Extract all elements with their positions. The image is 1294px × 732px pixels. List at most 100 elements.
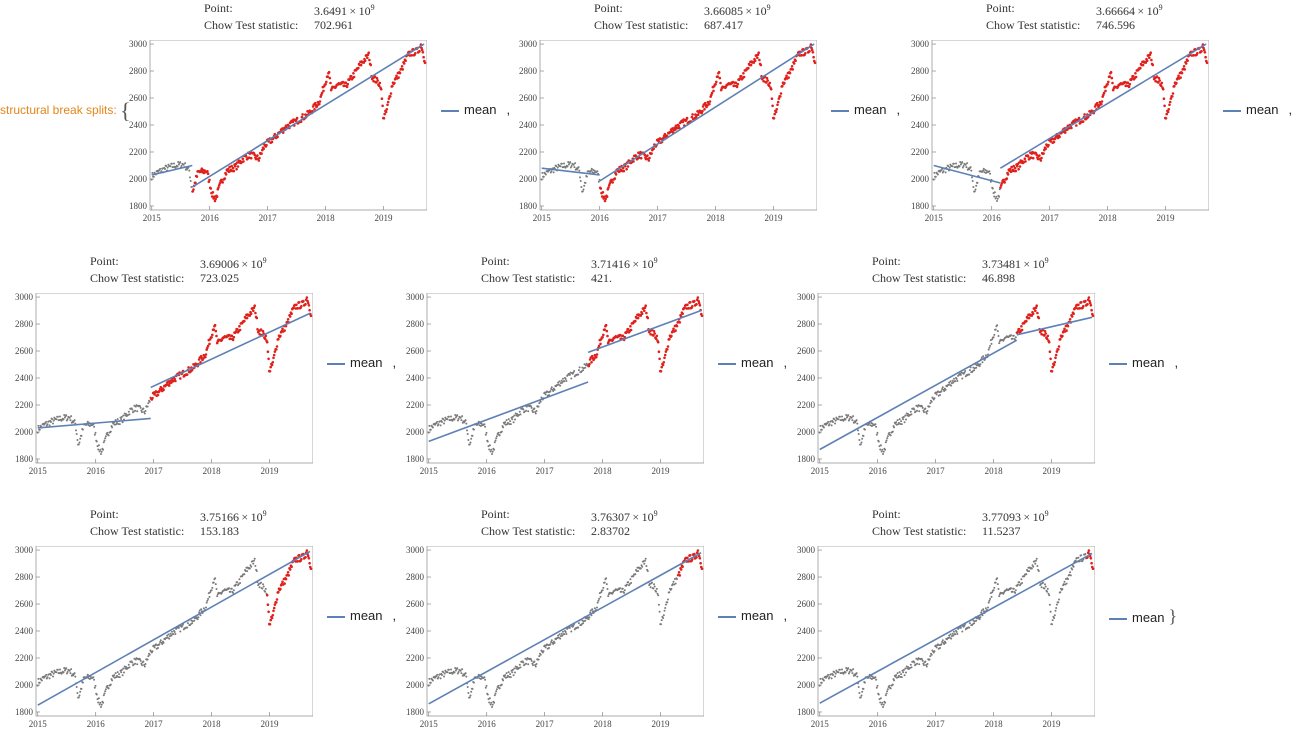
- point-before-break: [439, 677, 442, 680]
- point-after-break: [252, 309, 255, 313]
- point-before-break: [956, 633, 959, 635]
- point-before-break: [848, 671, 851, 673]
- point-after-break: [601, 191, 605, 194]
- point-after-break: [788, 71, 792, 75]
- point-after-break: [1070, 126, 1073, 130]
- point-before-break: [572, 624, 575, 627]
- point-after-break: [765, 76, 769, 80]
- point-before-break: [139, 658, 141, 661]
- point-before-break: [955, 378, 958, 380]
- point-after-break: [1093, 105, 1097, 108]
- point-before-break: [100, 703, 103, 706]
- point-before-break: [534, 665, 537, 668]
- point-before-break: [951, 165, 954, 168]
- point-after-break: [1106, 83, 1109, 86]
- point-after-break: [1166, 110, 1170, 114]
- point-after-break: [389, 95, 392, 98]
- point-after-break: [678, 321, 682, 324]
- point-after-break: [366, 53, 370, 56]
- point-before-break: [577, 369, 580, 372]
- y-tick-label: 2600: [15, 346, 34, 356]
- point-before-break: [830, 424, 833, 427]
- point-after-break: [1079, 301, 1083, 304]
- point-after-break: [1024, 160, 1027, 163]
- point-before-break: [164, 168, 166, 170]
- point-before-break: [889, 687, 892, 690]
- point-after-break: [1057, 348, 1060, 351]
- point-before-break: [55, 418, 58, 421]
- point-after-break: [1031, 312, 1035, 316]
- point-before-break: [431, 679, 434, 682]
- x-tick-label: 2017: [536, 719, 555, 729]
- point-after-break: [643, 306, 647, 309]
- point-before-break: [861, 690, 864, 693]
- point-before-break: [436, 673, 439, 676]
- point-after-break: [683, 306, 686, 309]
- point-before-break: [570, 377, 573, 380]
- point-before-break: [885, 692, 888, 695]
- point-after-break: [662, 361, 666, 364]
- point-before-break: [1049, 610, 1052, 613]
- point-before-break: [109, 430, 112, 433]
- point-before-break: [568, 373, 571, 376]
- point-before-break: [662, 614, 665, 617]
- mean-line-left: [428, 381, 589, 443]
- chow-value: 723.025: [200, 271, 239, 285]
- point-after-break: [418, 50, 421, 53]
- point-exponent: 9: [1044, 509, 1049, 518]
- point-before-break: [632, 575, 635, 578]
- point-after-break: [781, 84, 784, 88]
- point-after-break: [783, 81, 786, 85]
- point-before-break: [962, 165, 965, 167]
- point-after-break: [195, 175, 199, 178]
- point-after-break: [308, 308, 311, 312]
- point-before-break: [454, 414, 457, 416]
- point-before-break: [120, 418, 123, 421]
- point-before-break: [565, 380, 568, 382]
- mean-line-left: [933, 164, 1001, 184]
- point-before-break: [50, 674, 52, 676]
- point-before-break: [1084, 553, 1087, 555]
- point-before-break: [987, 348, 990, 351]
- point-before-break: [159, 167, 162, 170]
- point-before-break: [964, 163, 967, 166]
- point-before-break: [558, 633, 561, 636]
- point-after-break: [607, 186, 610, 189]
- point-before-break: [86, 420, 89, 423]
- point-before-break: [820, 428, 823, 431]
- point-after-break: [681, 120, 685, 124]
- point-after-break: [1164, 117, 1168, 120]
- point-after-break: [275, 598, 279, 601]
- point-after-break: [197, 358, 201, 361]
- point-before-break: [466, 429, 468, 432]
- point-after-break: [999, 186, 1002, 189]
- point-before-break: [898, 671, 901, 674]
- point-before-break: [166, 636, 169, 639]
- point-before-break: [848, 418, 851, 420]
- point-after-break: [1089, 557, 1093, 560]
- point-after-break: [272, 353, 276, 357]
- point-before-break: [109, 683, 112, 686]
- point-after-break: [286, 318, 290, 321]
- point-before-break: [147, 655, 150, 658]
- point-before-break: [944, 641, 947, 644]
- point-before-break: [480, 422, 483, 425]
- mean-line-right: [587, 309, 702, 354]
- point-after-break: [610, 178, 613, 182]
- point-before-break: [1057, 601, 1060, 604]
- point-after-break: [698, 557, 702, 560]
- chow-value: 421.: [591, 271, 612, 285]
- point-before-break: [146, 658, 149, 661]
- point-label: Point:: [481, 254, 510, 268]
- point-before-break: [144, 410, 147, 412]
- point-before-break: [993, 333, 996, 336]
- point-after-break: [1160, 81, 1164, 85]
- point-after-break: [1183, 68, 1187, 71]
- point-after-break: [213, 199, 217, 203]
- point-before-break: [100, 706, 102, 708]
- point-before-break: [447, 415, 450, 418]
- point-before-break: [264, 587, 267, 590]
- point-before-break: [862, 687, 865, 690]
- point-after-break: [253, 304, 256, 307]
